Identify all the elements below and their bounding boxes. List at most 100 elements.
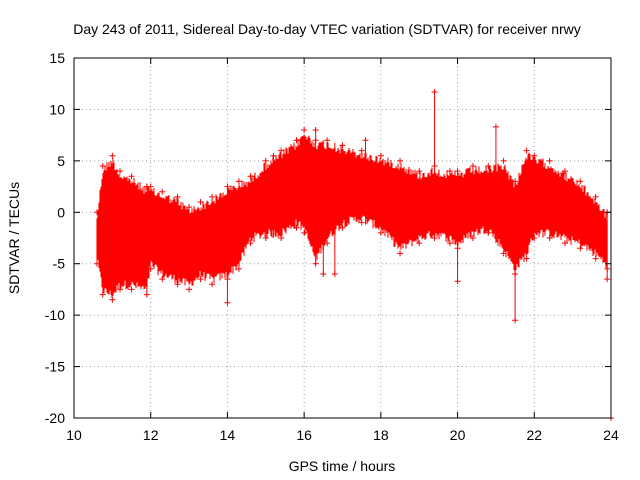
data-point — [128, 286, 135, 293]
data-point — [109, 296, 116, 303]
data-point — [235, 265, 242, 272]
outlier-point — [492, 123, 499, 130]
data-point — [94, 260, 101, 267]
data-point — [339, 224, 346, 231]
outlier-point — [362, 137, 369, 144]
data-point — [94, 209, 101, 216]
x-tick-label: 24 — [603, 427, 619, 443]
data-point — [197, 199, 204, 205]
data-point — [592, 255, 599, 262]
data-point — [247, 173, 254, 180]
outlier-point — [454, 278, 461, 285]
data-point — [301, 229, 308, 236]
data-point — [485, 163, 492, 169]
y-tick-label: 5 — [57, 153, 65, 169]
plot-frame — [73, 57, 612, 419]
data-point — [324, 137, 331, 144]
outlier-point — [604, 276, 611, 283]
data-point — [159, 276, 166, 283]
outlier-point — [431, 88, 438, 95]
chart-title: Day 243 of 2011, Sidereal Day-to-day VTE… — [73, 21, 581, 37]
data-point — [592, 193, 599, 200]
data-point — [469, 163, 476, 169]
data-point — [159, 188, 166, 195]
data-point — [293, 224, 300, 231]
y-tick-label: -5 — [53, 256, 66, 272]
data-point — [577, 245, 584, 252]
data-point — [278, 147, 285, 154]
outlier-point — [270, 152, 277, 159]
data-point — [358, 147, 365, 154]
x-tick-label: 12 — [143, 427, 159, 443]
data-point — [500, 250, 507, 257]
data-point — [117, 286, 124, 293]
y-axis-label: SDTVAR / TECUs — [6, 182, 22, 294]
data-point — [397, 250, 404, 257]
data-point — [577, 178, 584, 185]
data-point — [117, 168, 124, 175]
data-point — [561, 168, 568, 175]
data-point — [500, 157, 507, 164]
data-point — [235, 178, 242, 185]
data-point — [186, 204, 193, 211]
data-point — [128, 173, 135, 180]
y-tick-label: 10 — [49, 101, 65, 117]
data-point — [109, 152, 116, 159]
y-tick-label: 0 — [57, 204, 65, 220]
y-tick-label: -10 — [45, 307, 65, 323]
y-tick-label: -15 — [45, 359, 65, 375]
data-point — [247, 240, 254, 247]
data-point — [358, 219, 365, 226]
data-point — [99, 163, 106, 169]
data-point — [278, 235, 285, 241]
data-point — [209, 281, 216, 288]
x-tick-label: 14 — [220, 427, 236, 443]
outlier-point — [312, 127, 319, 133]
outlier-point — [224, 299, 231, 306]
data-point — [416, 240, 423, 247]
data-point — [546, 235, 553, 241]
data-point — [262, 157, 269, 164]
data-point — [469, 235, 476, 241]
data-point — [531, 235, 538, 241]
outlier-point — [143, 183, 150, 190]
data-point — [197, 276, 204, 283]
data-point — [523, 147, 530, 154]
x-axis-label: GPS time / hours — [289, 458, 396, 474]
data-point — [339, 142, 346, 149]
outlier-point — [512, 317, 519, 324]
data-point — [147, 265, 154, 272]
x-tick-label: 22 — [526, 427, 542, 443]
data-point — [174, 193, 181, 200]
axes: 10 12 14 16 18 20 22 24 -20 -15 -10 -5 0 5 10 15 — [45, 50, 619, 443]
data-point — [324, 240, 331, 247]
data-point — [446, 168, 453, 175]
data-point — [531, 152, 538, 159]
x-tick-label: 18 — [373, 427, 389, 443]
data-point — [485, 229, 492, 236]
x-tick-label: 16 — [296, 427, 312, 443]
data-point — [293, 137, 300, 144]
data-point — [446, 240, 453, 247]
x-tick-label: 20 — [450, 427, 466, 443]
outlier-point — [331, 271, 338, 277]
data-point — [523, 255, 530, 262]
data-point — [301, 127, 308, 133]
data-point — [99, 291, 106, 298]
y-tick-label: 15 — [49, 50, 65, 66]
data-series — [94, 88, 614, 421]
outlier-point — [320, 271, 327, 277]
data-point — [416, 168, 423, 175]
data-point — [209, 193, 216, 200]
data-point — [561, 240, 568, 247]
data-point — [186, 286, 193, 293]
y-tick-label: -20 — [45, 410, 65, 426]
data-point — [262, 235, 269, 241]
data-point — [377, 229, 384, 236]
data-point — [397, 157, 404, 164]
x-tick-label: 10 — [66, 427, 82, 443]
data-point — [546, 157, 553, 164]
data-point — [174, 281, 181, 288]
data-point — [377, 152, 384, 159]
